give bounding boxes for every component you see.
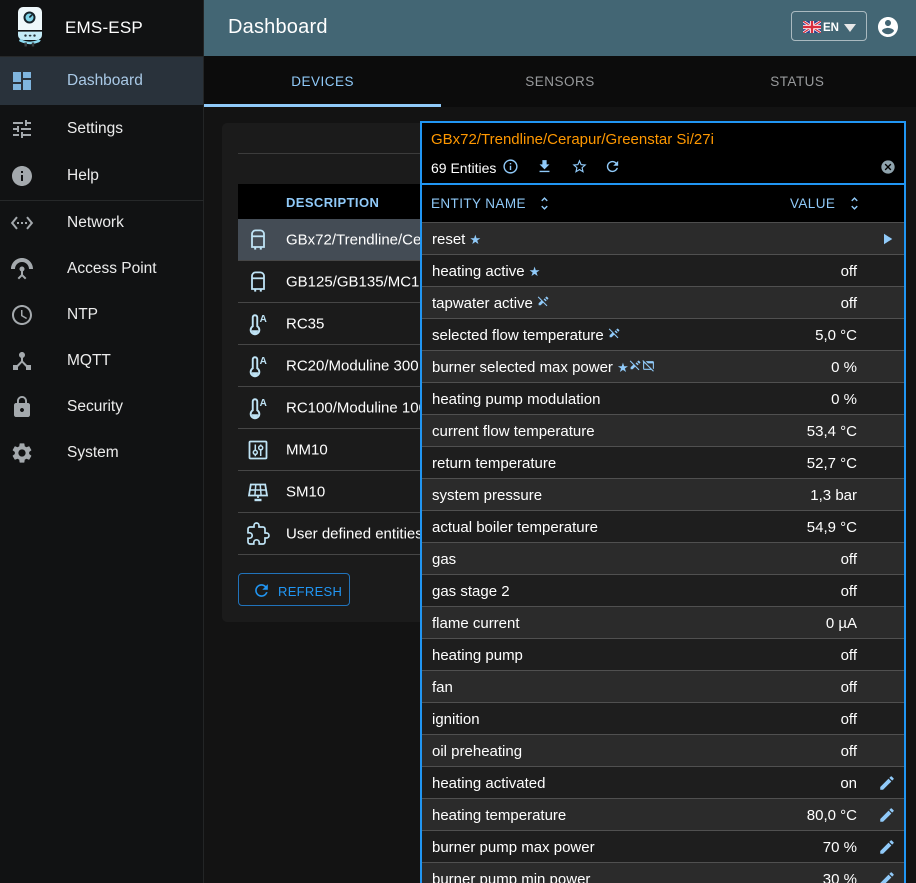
- svg-text:A: A: [260, 314, 267, 325]
- svg-text:A: A: [260, 398, 267, 409]
- svg-text:A: A: [260, 356, 267, 367]
